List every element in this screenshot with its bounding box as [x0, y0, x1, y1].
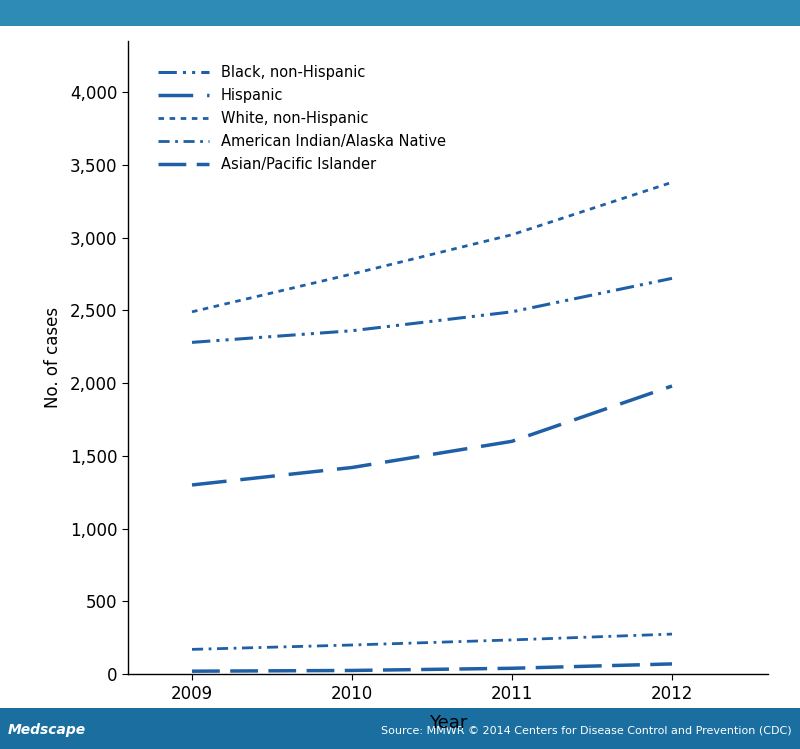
Text: Medscape: Medscape — [8, 724, 86, 738]
Legend: Black, non-Hispanic, Hispanic, White, non-Hispanic, American Indian/Alaska Nativ: Black, non-Hispanic, Hispanic, White, no… — [148, 55, 456, 182]
Y-axis label: No. of cases: No. of cases — [44, 307, 62, 408]
Text: Source: MMWR © 2014 Centers for Disease Control and Prevention (CDC): Source: MMWR © 2014 Centers for Disease … — [382, 726, 792, 736]
X-axis label: Year: Year — [429, 714, 467, 732]
